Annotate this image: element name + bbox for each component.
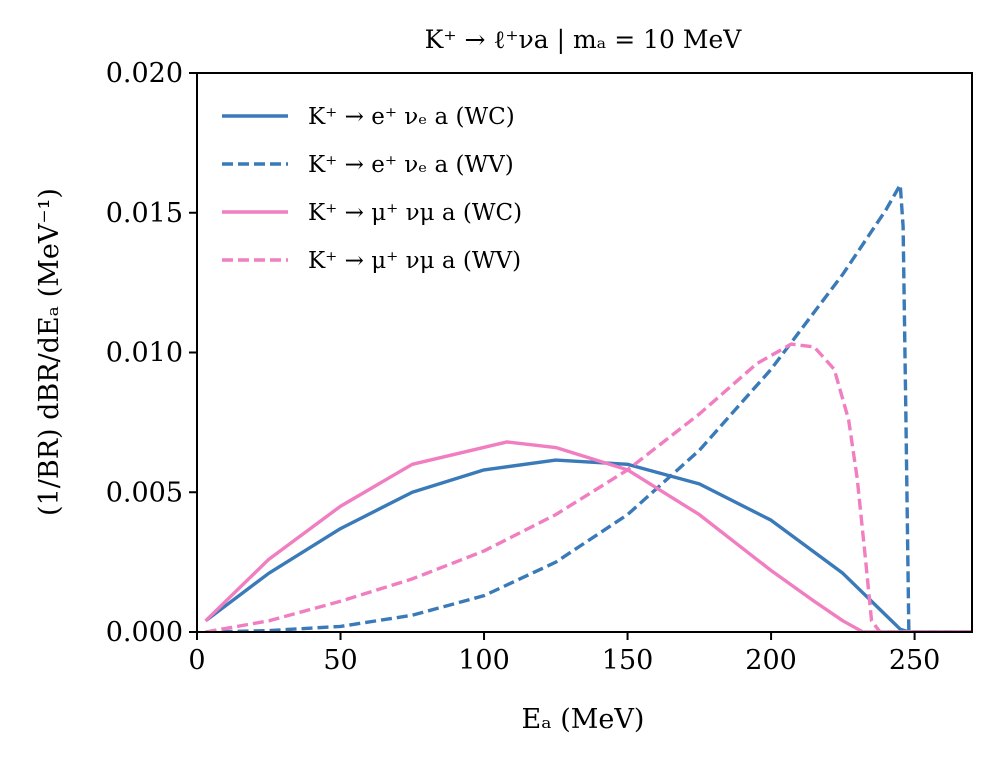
x-tick-label: 50 <box>323 645 357 676</box>
legend-label-2: K⁺ → e⁺ νₑ a (WV) <box>308 152 514 178</box>
legend: K⁺ → e⁺ νₑ a (WC) K⁺ → e⁺ νₑ a (WV) K⁺ → μ… <box>222 104 522 274</box>
legend-label-1: K⁺ → e⁺ νₑ a (WC) <box>308 104 515 130</box>
x-tick-label: 200 <box>745 645 797 676</box>
y-tick-label: 0.005 <box>106 477 183 508</box>
y-axis-title: (1/BR) dBR/dEₐ (MeV⁻¹) <box>34 188 65 516</box>
x-axis-title: Eₐ (MeV) <box>522 704 645 735</box>
series-line-2 <box>205 183 972 632</box>
y-tick-label: 0.010 <box>106 338 183 369</box>
y-tick-label: 0.015 <box>106 198 183 229</box>
x-tick-label: 100 <box>458 645 510 676</box>
legend-label-4: K⁺ → μ⁺ νμ a (WV) <box>308 248 521 274</box>
axes: 0 50 100 150 200 250 0.000 0.005 0.010 0.015 0.020 <box>106 58 973 676</box>
x-tick-label: 150 <box>602 645 654 676</box>
series-line-4 <box>205 342 972 632</box>
y-tick-label: 0.000 <box>106 617 183 648</box>
chart-title: K⁺ → ℓ⁺νa | mₐ = 10 MeV <box>425 25 743 55</box>
series-line-1 <box>204 458 972 632</box>
x-tick-label: 250 <box>889 645 941 676</box>
legend-label-3: K⁺ → μ⁺ νμ a (WC) <box>308 200 522 226</box>
x-tick-label: 0 <box>188 645 205 676</box>
plot-area <box>204 183 972 632</box>
y-tick-label: 0.020 <box>106 58 183 89</box>
